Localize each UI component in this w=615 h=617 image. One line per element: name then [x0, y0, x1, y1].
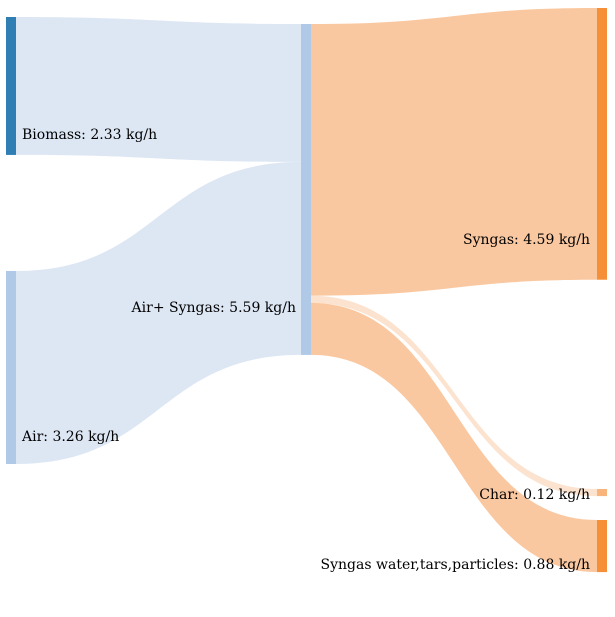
node-syngas [597, 8, 607, 280]
node-char [597, 489, 607, 497]
link-air-to-mix [16, 161, 301, 464]
node-air [6, 271, 16, 464]
link-biomass-to-mix [16, 17, 301, 162]
node-water [597, 520, 607, 573]
node-biomass [6, 17, 16, 155]
link-mix-to-water [311, 302, 597, 573]
node-label-syngas: Syngas: 4.59 kg/h [463, 232, 590, 248]
node-mix [301, 24, 311, 355]
node-label-mix: Air+ Syngas: 5.59 kg/h [131, 300, 296, 316]
node-label-biomass: Biomass: 2.33 kg/h [22, 127, 157, 143]
link-mix-to-syngas [311, 8, 597, 296]
node-label-water: Syngas water,tars,particles: 0.88 kg/h [321, 557, 590, 573]
node-label-char: Char: 0.12 kg/h [479, 487, 590, 503]
node-label-air: Air: 3.26 kg/h [21, 429, 119, 445]
link-mix-to-char [311, 295, 597, 497]
